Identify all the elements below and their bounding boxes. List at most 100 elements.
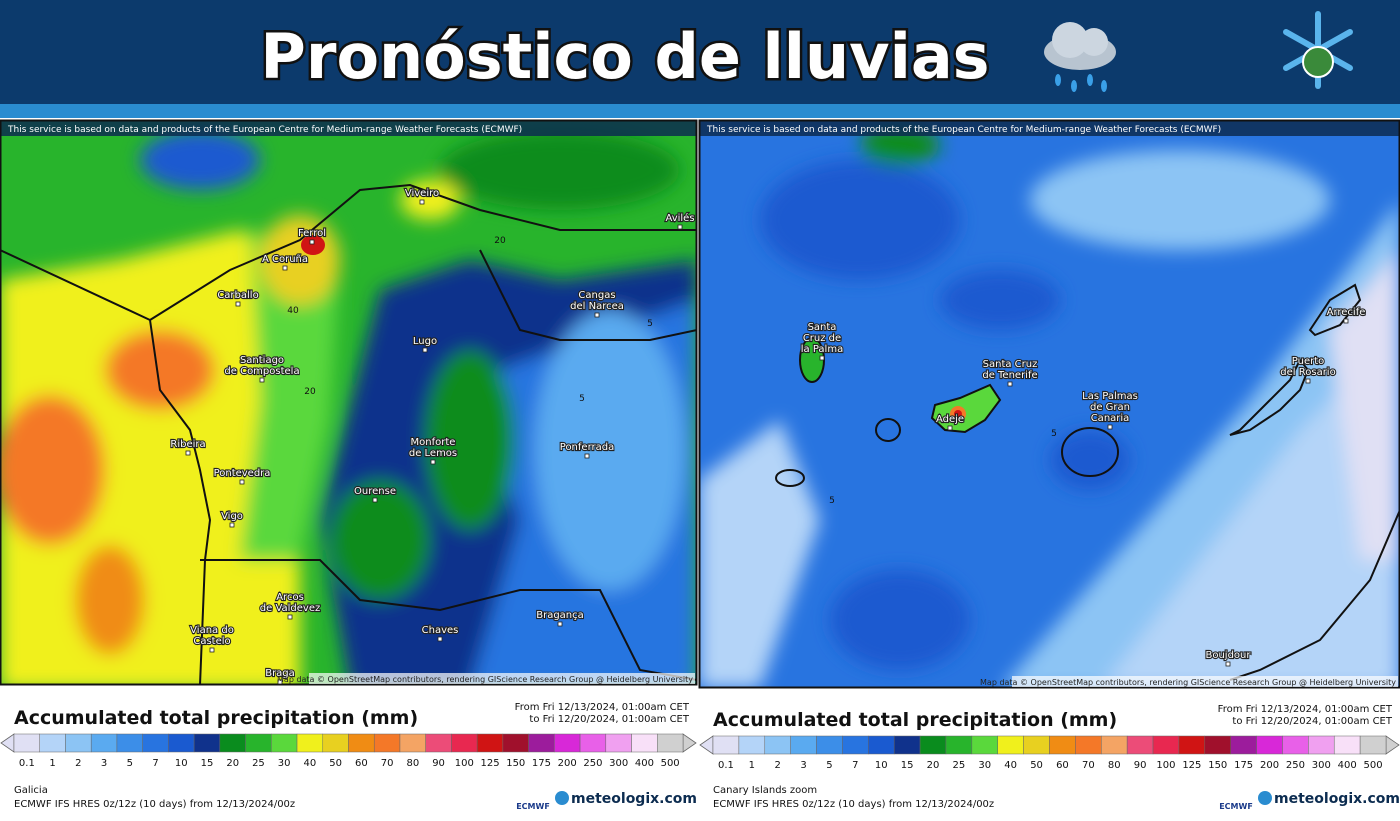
scale-label: 50 (1030, 760, 1043, 771)
period-to: to Fri 12/20/2024, 01:00am CET (529, 714, 689, 725)
scale-swatch (1230, 735, 1257, 755)
scale-label: 2 (75, 758, 81, 769)
scale-swatch (271, 733, 298, 753)
brand-icon (1258, 791, 1272, 805)
place-label: de Valdevez (260, 603, 320, 614)
scale-label: 500 (1364, 760, 1383, 771)
scale-label: 7 (852, 760, 858, 771)
scale-swatch (816, 735, 843, 755)
scale-label: 3 (101, 758, 107, 769)
scale-swatch (842, 735, 869, 755)
title: Pronóstico de lluvias (260, 20, 989, 93)
period-to: to Fri 12/20/2024, 01:00am CET (1232, 716, 1392, 727)
place-label: Lugo (413, 336, 437, 347)
scale-swatch (476, 733, 504, 753)
place-dot (282, 265, 288, 271)
place-label: Carballo (217, 290, 258, 301)
model-run: ECMWF IFS HRES 0z/12z (10 days) from 12/… (713, 799, 994, 810)
place-dot (229, 522, 235, 528)
region: Galicia (14, 785, 48, 796)
place-label: Cruz de (803, 333, 841, 344)
scale-label: 200 (558, 758, 577, 769)
scale-swatch (554, 733, 581, 753)
contour-label: 20 (304, 387, 316, 397)
scale-arrow-left (699, 735, 714, 755)
map-credit: Map data © OpenStreetMap contributors, r… (980, 678, 1396, 687)
place-label: Adeje (936, 414, 964, 425)
brand-icon (555, 791, 569, 805)
scale-label: 80 (1108, 760, 1121, 771)
scale-swatch (1075, 735, 1102, 755)
place-label: la Palma (801, 344, 843, 355)
place-dot (1343, 318, 1349, 324)
scale-label: 100 (455, 758, 474, 769)
legend-title: Accumulated total precipitation (mm) (713, 709, 1117, 731)
scale-label: 500 (661, 758, 680, 769)
place-label: del Narcea (570, 301, 624, 312)
scale-label: 10 (175, 758, 188, 769)
scale-label: 300 (609, 758, 628, 769)
place-dot (372, 497, 378, 503)
place-label: de Compostela (224, 366, 299, 377)
scale-label: 7 (152, 758, 158, 769)
scale-label: 400 (1338, 760, 1357, 771)
place-label: Santa (808, 322, 837, 333)
place-dot (430, 459, 436, 465)
scale-label: 70 (381, 758, 394, 769)
scale-label: 5 (127, 758, 133, 769)
period-from: From Fri 12/13/2024, 01:00am CET (515, 702, 690, 713)
scale-swatch (348, 733, 375, 753)
scale-label: 125 (1182, 760, 1201, 771)
place-label: de Tenerife (982, 370, 1037, 381)
scale-swatch (1101, 735, 1128, 755)
scale-swatch (997, 735, 1024, 755)
scale-swatch (451, 733, 478, 753)
scale-label: 80 (406, 758, 419, 769)
place-label: Ferrol (298, 228, 326, 239)
place-label: Vigo (221, 511, 243, 522)
scale-swatch (219, 733, 246, 753)
brand: meteologix.com (1274, 791, 1400, 807)
model-run: ECMWF IFS HRES 0z/12z (10 days) from 12/… (14, 799, 295, 810)
place-label: Braga (265, 668, 295, 679)
scale-label: 25 (953, 760, 966, 771)
scale-label: 30 (978, 760, 991, 771)
scale-swatch (245, 733, 272, 753)
scale-swatch (971, 735, 998, 755)
place-dot (557, 621, 563, 627)
place-label: Viveiro (405, 188, 439, 199)
scale-label: 3 (800, 760, 806, 771)
scale-label: 30 (278, 758, 291, 769)
scale-swatch (13, 733, 40, 753)
place-label: Bragança (536, 610, 584, 621)
scale-label: 40 (1004, 760, 1017, 771)
scale-swatch (1282, 735, 1309, 755)
contour-label: 20 (494, 236, 506, 246)
place-label: de Lemos (409, 448, 457, 459)
place-label: Las Palmas (1082, 391, 1138, 402)
scale-swatch (893, 735, 921, 755)
period-from: From Fri 12/13/2024, 01:00am CET (1218, 704, 1393, 715)
place-dot (584, 453, 590, 459)
scale-swatch (528, 733, 555, 753)
scale-swatch (425, 733, 452, 753)
contour-label: 5 (579, 394, 585, 404)
brand: meteologix.com (571, 791, 697, 807)
scale-swatch (738, 735, 766, 755)
scale-swatch (39, 733, 66, 753)
place-label: Viana do (190, 625, 234, 636)
map-frame (0, 119, 698, 686)
scale-swatch (322, 733, 349, 753)
place-label: Santiago (240, 355, 284, 366)
place-dot (1007, 381, 1013, 387)
scale-label: 0.1 (19, 758, 35, 769)
attribution-bar (0, 120, 697, 136)
scale-label: 20 (927, 760, 940, 771)
map-canarias (699, 120, 1400, 688)
scale-label: 70 (1082, 760, 1095, 771)
place-label: Ponferrada (560, 442, 614, 453)
place-dot (209, 647, 215, 653)
logo (1283, 11, 1353, 89)
scale-label: 100 (1156, 760, 1175, 771)
place-label: Pontevedra (214, 468, 271, 479)
